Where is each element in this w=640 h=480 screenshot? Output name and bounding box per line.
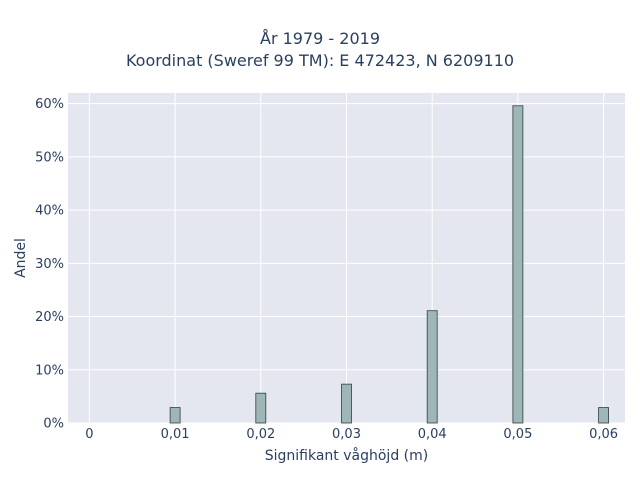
y-tick-label: 30%	[35, 257, 64, 272]
bar	[341, 383, 352, 424]
x-tick-label: 0,05	[503, 427, 532, 442]
y-tick-label: 50%	[35, 150, 64, 165]
x-tick-label: 0,02	[246, 427, 275, 442]
y-tick-label: 20%	[35, 310, 64, 325]
bar	[598, 407, 609, 424]
bar	[255, 392, 267, 424]
chart-title-line-2: Koordinat (Sweref 99 TM): E 472423, N 62…	[125, 51, 515, 70]
bar	[426, 310, 438, 424]
chart-title-line-1: År 1979 - 2019	[260, 29, 380, 48]
x-tick-label: 0,04	[418, 427, 447, 442]
y-tick-label: 10%	[35, 363, 64, 378]
x-axis-label: Signifikant våghöjd (m)	[264, 448, 429, 464]
bar	[169, 407, 181, 424]
y-tick-label: 0%	[43, 417, 64, 432]
bar	[512, 105, 524, 424]
y-axis-label: Andel	[13, 238, 29, 278]
y-tick-label: 40%	[35, 204, 64, 219]
x-tick-label: 0	[85, 427, 93, 442]
y-tick-label: 60%	[35, 97, 64, 112]
x-tick-label: 0,01	[161, 427, 190, 442]
x-tick-label: 0,06	[589, 427, 618, 442]
x-tick-label: 0,03	[332, 427, 361, 442]
